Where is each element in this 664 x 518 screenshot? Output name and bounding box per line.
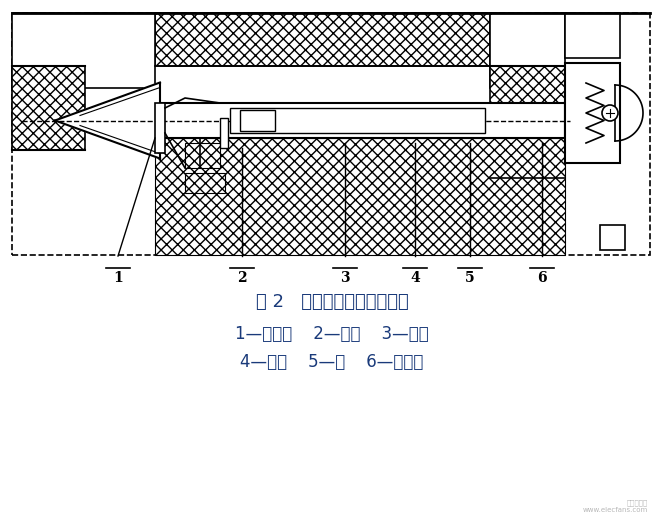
Bar xyxy=(565,63,620,163)
Text: 4: 4 xyxy=(410,271,420,285)
Text: 1: 1 xyxy=(113,271,123,285)
Bar xyxy=(220,118,228,148)
Bar xyxy=(12,13,155,88)
Text: 6: 6 xyxy=(537,271,547,285)
Text: 3: 3 xyxy=(340,271,350,285)
Bar xyxy=(565,13,620,58)
Bar xyxy=(155,103,165,153)
Bar xyxy=(240,110,275,131)
Bar xyxy=(12,66,85,150)
Bar xyxy=(490,66,565,178)
Bar xyxy=(155,103,565,138)
Text: 1—牵引杆    2—推杆    3—基座: 1—牵引杆 2—推杆 3—基座 xyxy=(235,325,429,343)
Bar xyxy=(185,173,225,193)
Bar xyxy=(12,13,650,255)
Polygon shape xyxy=(55,82,160,159)
Bar xyxy=(185,143,220,168)
Text: 5: 5 xyxy=(465,271,475,285)
Text: 电子发烧友
www.elecfans.com: 电子发烧友 www.elecfans.com xyxy=(583,499,648,513)
Text: 图 2   联锁机构的设计剖面图: 图 2 联锁机构的设计剖面图 xyxy=(256,293,408,311)
Text: 4—弹簧    5—轴    6—定位件: 4—弹簧 5—轴 6—定位件 xyxy=(240,353,424,371)
Bar xyxy=(155,13,490,66)
Bar xyxy=(230,108,485,133)
Text: 2: 2 xyxy=(237,271,247,285)
Bar xyxy=(490,13,565,88)
Bar xyxy=(155,138,565,255)
Circle shape xyxy=(602,105,618,121)
Bar xyxy=(600,225,625,250)
